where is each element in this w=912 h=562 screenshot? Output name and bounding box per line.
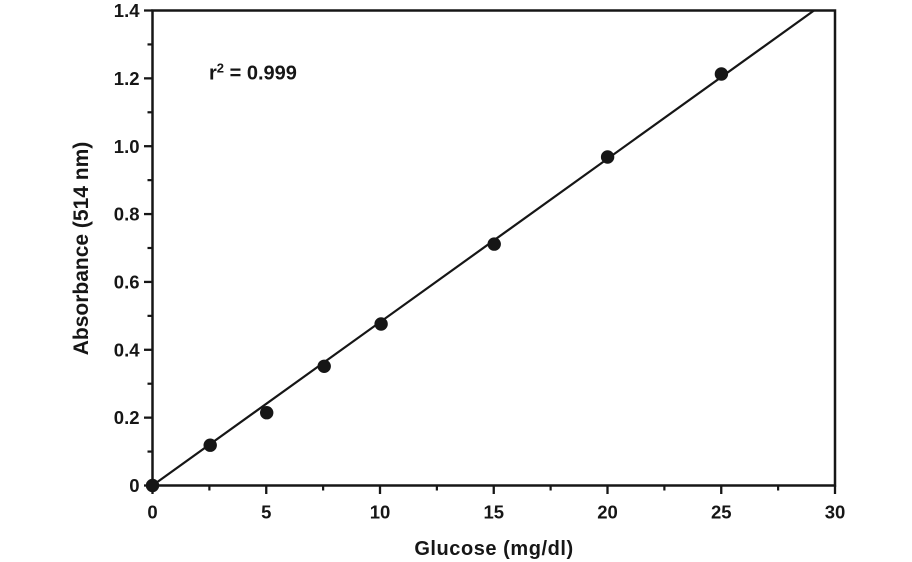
- svg-text:0.4: 0.4: [114, 339, 140, 360]
- svg-text:r2 = 0.999: r2 = 0.999: [209, 61, 297, 85]
- svg-text:10: 10: [370, 502, 391, 523]
- svg-text:0: 0: [147, 502, 157, 523]
- svg-text:Glucose (mg/dl): Glucose (mg/dl): [414, 538, 573, 560]
- svg-text:5: 5: [261, 502, 271, 523]
- svg-text:15: 15: [483, 502, 504, 523]
- svg-text:1.0: 1.0: [114, 136, 140, 157]
- svg-text:0.6: 0.6: [114, 272, 140, 293]
- svg-text:25: 25: [711, 502, 732, 523]
- svg-text:30: 30: [825, 502, 846, 523]
- svg-text:0.2: 0.2: [114, 407, 140, 428]
- svg-text:1.2: 1.2: [114, 68, 140, 89]
- svg-text:0: 0: [129, 475, 139, 496]
- svg-text:20: 20: [597, 502, 618, 523]
- svg-text:Absorbance (514 nm): Absorbance (514 nm): [70, 142, 93, 356]
- svg-text:0.8: 0.8: [114, 204, 140, 225]
- svg-text:1.4: 1.4: [114, 0, 140, 21]
